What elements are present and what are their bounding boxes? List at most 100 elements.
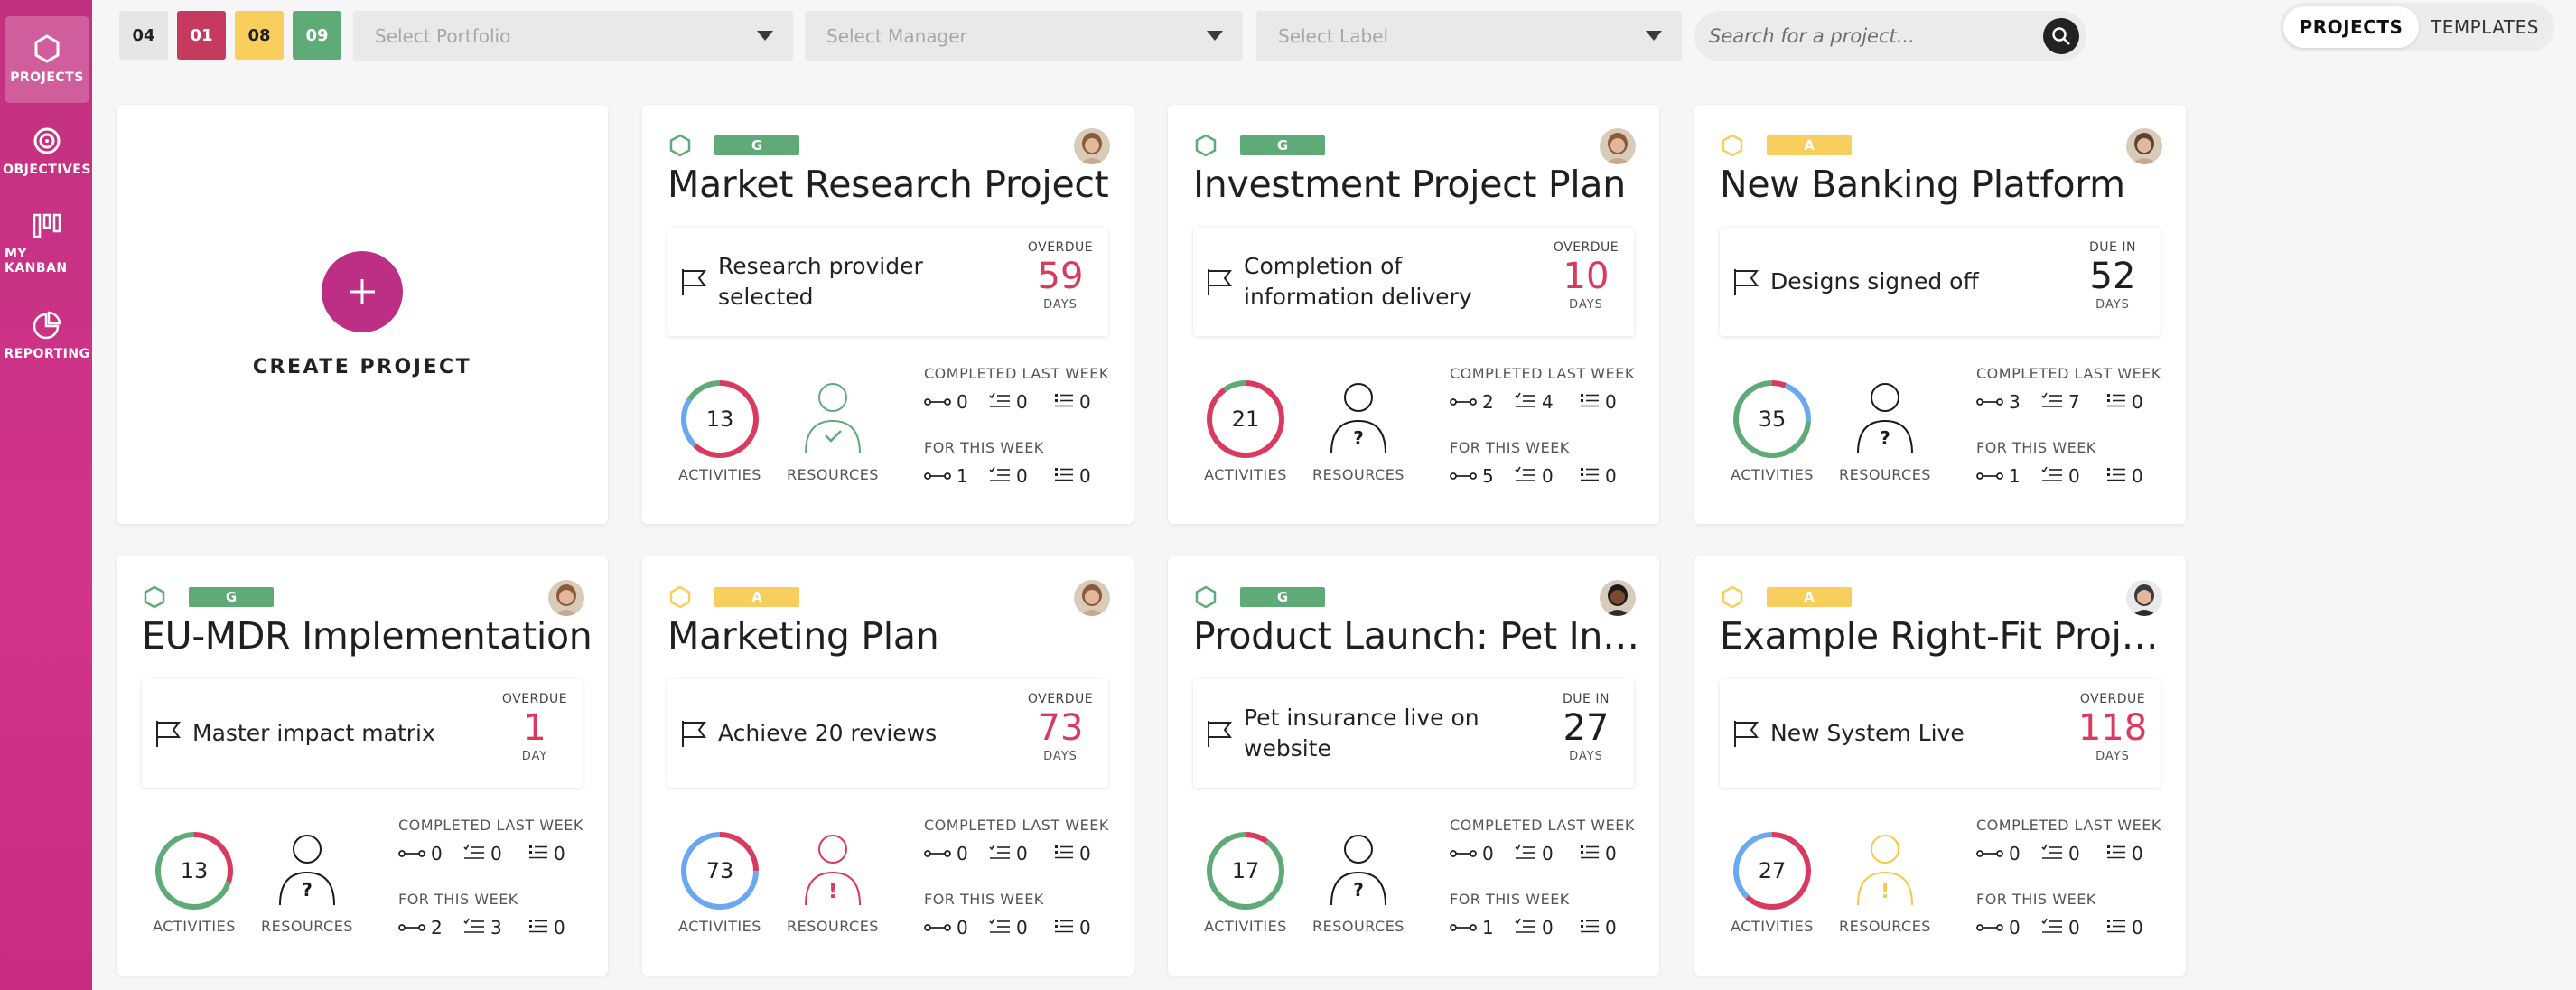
due-value: 1	[523, 707, 546, 749]
activities-ring[interactable]: 13	[153, 829, 236, 912]
activities-count: 27	[1758, 858, 1787, 883]
tasks-stat: 7	[2041, 391, 2106, 413]
avatar[interactable]	[1074, 128, 1110, 164]
resources-person-icon[interactable]: ?	[1327, 381, 1390, 459]
flag-icon	[682, 721, 706, 747]
next-milestone[interactable]: Pet insurance live on website DUE IN 27 …	[1193, 679, 1634, 788]
search-input[interactable]	[1709, 25, 2034, 47]
items-stat: 0	[1054, 391, 1119, 413]
resources-person-icon[interactable]: !	[1853, 833, 1917, 911]
count-badge-green[interactable]: 09	[293, 11, 341, 60]
tab-projects[interactable]: PROJECTS	[2283, 6, 2419, 48]
next-milestone[interactable]: Achieve 20 reviews OVERDUE 73 DAYS	[667, 679, 1108, 788]
resources-person-icon[interactable]: ?	[275, 833, 339, 911]
due-value: 10	[1563, 256, 1610, 297]
list-icon	[1054, 391, 1079, 413]
resources-person-icon[interactable]: ?	[1853, 381, 1917, 459]
project-card[interactable]: A Example Right-Fit Proje... New System …	[1694, 556, 2186, 976]
next-milestone[interactable]: New System Live OVERDUE 118 DAYS	[1720, 679, 2161, 788]
resources-person-icon[interactable]	[801, 381, 864, 459]
project-title[interactable]: Marketing Plan	[667, 614, 939, 658]
stat-value: 0	[1605, 843, 1617, 864]
avatar[interactable]	[1600, 580, 1636, 616]
activities-ring[interactable]: 17	[1204, 829, 1287, 912]
items-stat: 0	[2106, 917, 2171, 939]
weekly-stats: COMPLETED LAST WEEK 0 0 0 FOR THIS WEEK …	[924, 817, 1123, 965]
activities-label: ACTIVITIES	[153, 918, 236, 935]
for-this-week-label: FOR THIS WEEK	[1450, 439, 1570, 456]
tasks-stat: 0	[1515, 917, 1580, 939]
project-title[interactable]: Example Right-Fit Proje...	[1720, 614, 2171, 658]
stat-value: 0	[1079, 391, 1091, 413]
next-milestone[interactable]: Completion of information delivery OVERD…	[1193, 228, 1634, 336]
activities-ring[interactable]: 73	[678, 829, 761, 912]
avatar[interactable]	[2126, 580, 2162, 616]
count-badge-red[interactable]: 01	[177, 11, 226, 60]
activities-count: 35	[1758, 406, 1787, 432]
avatar[interactable]	[548, 580, 584, 616]
avatar[interactable]	[1600, 128, 1636, 164]
portfolio-select[interactable]: Select Portfolio	[353, 11, 793, 61]
project-card[interactable]: G Product Launch: Pet Ins... Pet insuran…	[1168, 556, 1659, 976]
for-this-week-label: FOR THIS WEEK	[398, 891, 518, 908]
checklist-icon	[989, 391, 1016, 413]
manager-select[interactable]: Select Manager	[805, 11, 1243, 61]
project-title[interactable]: Product Launch: Pet Ins...	[1193, 614, 1645, 658]
rag-status-badge: A	[1767, 587, 1852, 607]
items-stat: 0	[1054, 843, 1119, 864]
milestones-stat: 1	[1450, 917, 1515, 939]
project-title[interactable]: EU-MDR Implementation	[142, 614, 593, 658]
rag-status-badge: G	[1240, 587, 1325, 607]
stat-value: 4	[1542, 391, 1554, 413]
project-title[interactable]: New Banking Platform	[1720, 163, 2125, 206]
rag-status-badge: G	[189, 587, 274, 607]
project-card[interactable]: G EU-MDR Implementation Master impact ma…	[117, 556, 608, 976]
activities-label: ACTIVITIES	[1731, 918, 1814, 935]
project-card[interactable]: G Investment Project Plan Completion of …	[1168, 105, 1659, 524]
items-stat: 0	[1580, 843, 1645, 864]
chevron-down-icon	[1207, 31, 1223, 41]
count-badge-grey[interactable]: 04	[119, 11, 168, 60]
pie-chart-icon	[33, 311, 61, 340]
due-unit: DAYS	[1569, 298, 1603, 312]
resources-person-icon[interactable]: ?	[1327, 833, 1390, 911]
count-badge-yellow[interactable]: 08	[235, 11, 284, 60]
label-select[interactable]: Select Label	[1256, 11, 1682, 61]
avatar[interactable]	[2126, 128, 2162, 164]
activities-ring[interactable]: 21	[1204, 378, 1287, 461]
next-milestone[interactable]: Designs signed off DUE IN 52 DAYS	[1720, 228, 2161, 336]
sidebar-item-projects[interactable]: PROJECTS	[5, 16, 89, 103]
project-title[interactable]: Market Research Project	[667, 163, 1109, 206]
list-icon	[2106, 391, 2132, 413]
tab-templates[interactable]: TEMPLATES	[2431, 16, 2539, 38]
project-card[interactable]: G Market Research Project Research provi…	[642, 105, 1134, 524]
svg-text:?: ?	[1880, 427, 1890, 449]
project-title[interactable]: Investment Project Plan	[1193, 163, 1626, 206]
activities-ring[interactable]: 13	[678, 378, 761, 461]
next-milestone[interactable]: Master impact matrix OVERDUE 1 DAY	[142, 679, 583, 788]
for-this-week-label: FOR THIS WEEK	[924, 891, 1044, 908]
due-indicator: DUE IN 27 DAYS	[1545, 692, 1627, 763]
project-card[interactable]: A Marketing Plan Achieve 20 reviews OVER…	[642, 556, 1134, 976]
list-icon	[1580, 465, 1605, 487]
activities-ring[interactable]: 35	[1731, 378, 1814, 461]
tasks-stat: 0	[463, 843, 528, 864]
stat-value: 0	[2068, 917, 2080, 939]
create-project-card[interactable]: CREATE PROJECT	[117, 105, 608, 524]
next-milestone[interactable]: Research provider selected OVERDUE 59 DA…	[667, 228, 1108, 336]
sidebar-item-reporting[interactable]: REPORTING	[4, 293, 89, 379]
milestone-name: New System Live	[1770, 720, 1965, 746]
sidebar-item-label: MY KANBAN	[5, 247, 68, 276]
stat-value: 0	[1482, 843, 1494, 864]
project-card[interactable]: A New Banking Platform Designs signed of…	[1694, 105, 2186, 524]
last-week-row: 0 0 0	[924, 838, 1123, 869]
add-project-button[interactable]	[322, 250, 403, 332]
sidebar-item-my-kanban[interactable]: MY KANBAN	[5, 201, 89, 287]
activities-ring[interactable]: 27	[1731, 829, 1814, 912]
kanban-icon	[33, 213, 61, 238]
search-button[interactable]	[2043, 18, 2079, 54]
avatar[interactable]	[1074, 580, 1110, 616]
sidebar-item-objectives[interactable]: OBJECTIVES	[3, 108, 90, 195]
resources-person-icon[interactable]: !	[801, 833, 864, 911]
sidebar: PROJECTS OBJECTIVES MY KANBAN REPORTING	[0, 0, 92, 990]
